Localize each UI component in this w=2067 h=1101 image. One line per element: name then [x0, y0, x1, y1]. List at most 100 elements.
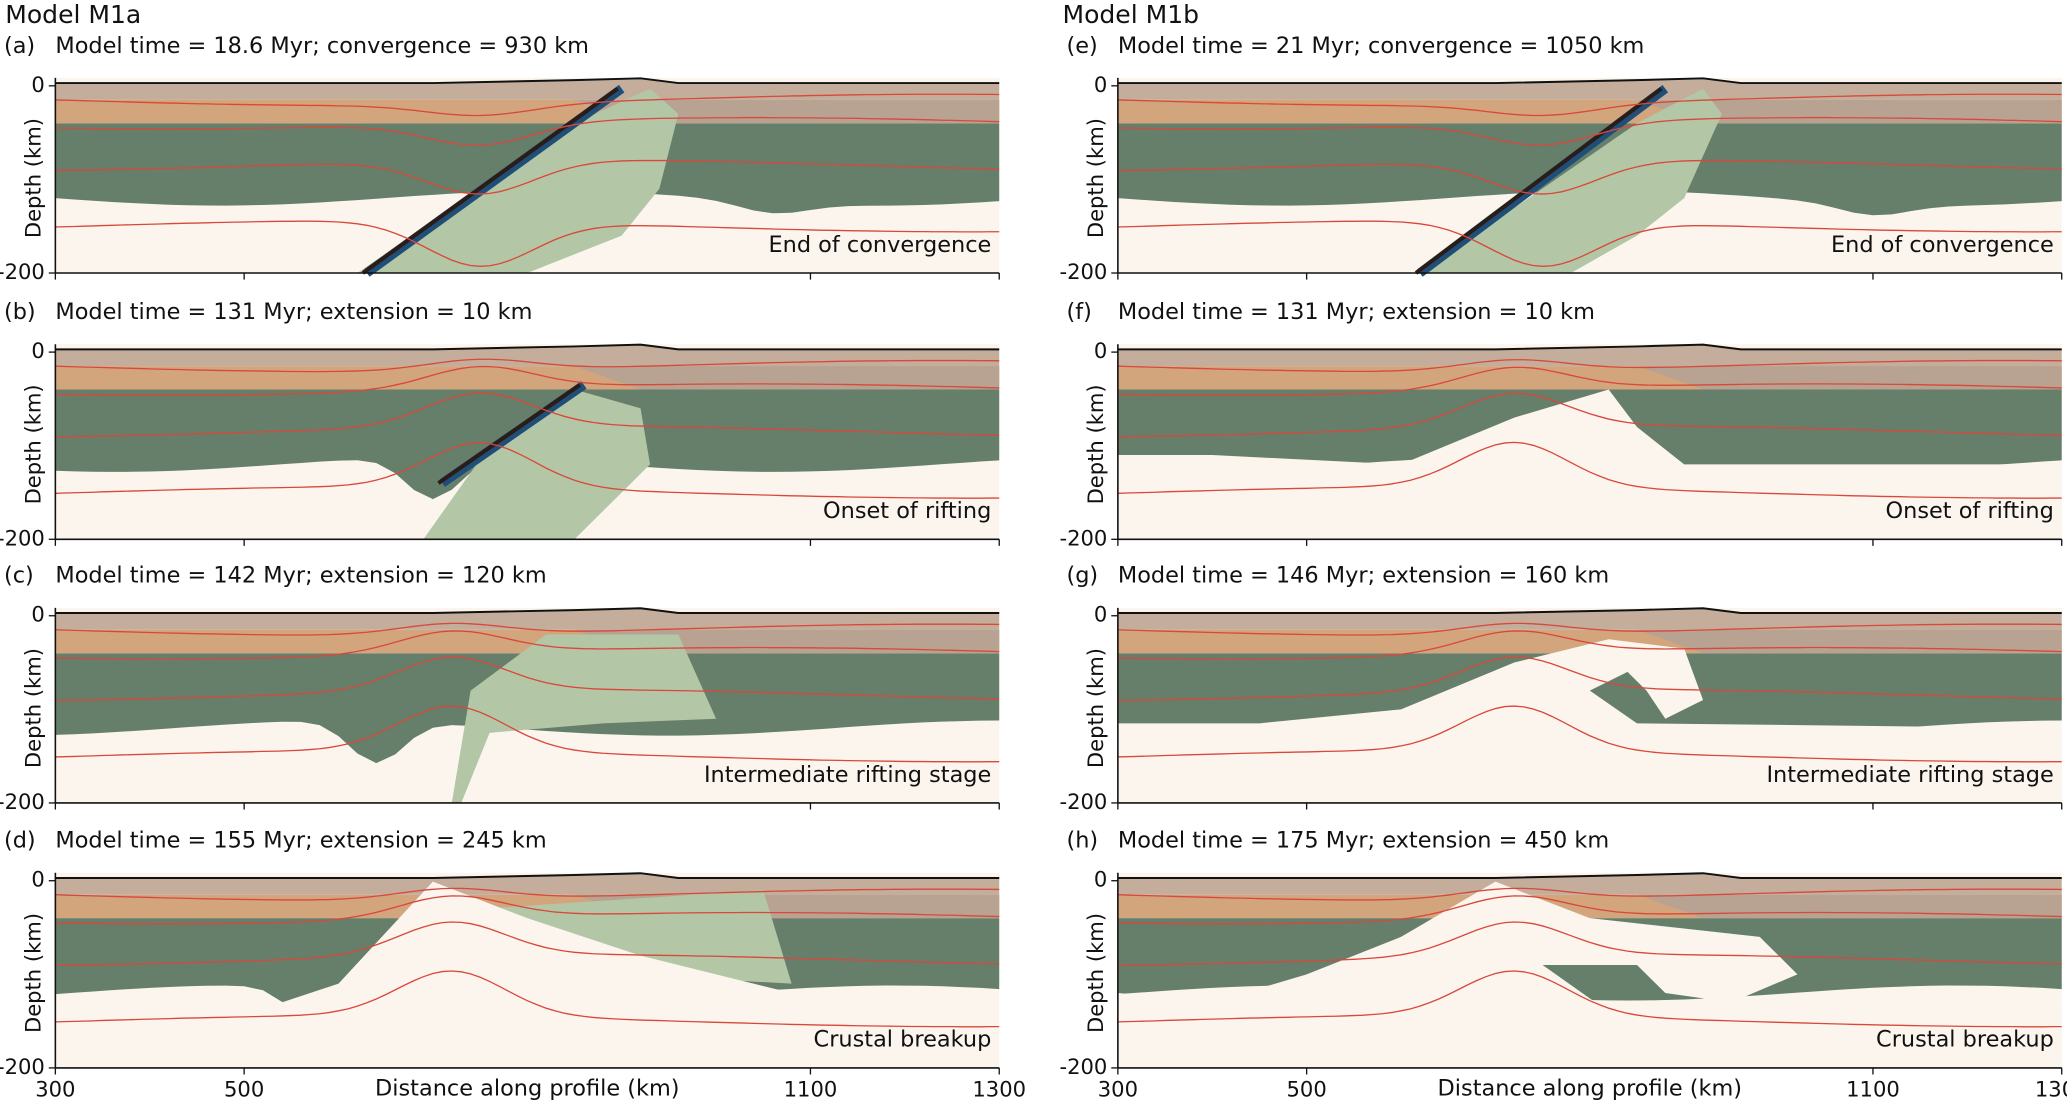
- column-title: Model M1b: [1063, 0, 1200, 29]
- x-tick-label: 500: [224, 1076, 264, 1101]
- topography: [55, 872, 1000, 879]
- stage-label: End of convergence: [1831, 232, 2054, 258]
- isotherm: [1117, 441, 2062, 499]
- isotherm: [1117, 159, 2062, 195]
- upwelling: [1117, 881, 2062, 1068]
- isotherm: [55, 116, 1000, 146]
- y-axis-label: Depth (km): [20, 118, 45, 238]
- x-tick-label: 1100: [1846, 1076, 1900, 1101]
- y-tick-label: -200: [1059, 525, 1107, 550]
- subduction-interface: [361, 87, 619, 275]
- slab: [480, 890, 792, 984]
- subduction-interface: [439, 381, 587, 487]
- subduction-interface: [1414, 87, 1663, 275]
- y-tick-label: -200: [1059, 1054, 1107, 1079]
- isotherm: [1117, 895, 2062, 925]
- y-tick-label: 0: [1094, 602, 1107, 627]
- y-tick-label: 0: [31, 338, 44, 363]
- isotherm: [55, 705, 1000, 763]
- isotherm: [55, 442, 1000, 499]
- isotherm: [55, 921, 1000, 967]
- topography: [1117, 343, 2062, 351]
- panel-label: (f): [1066, 299, 1091, 325]
- isotherm: [55, 656, 1000, 702]
- isotherm: [1117, 116, 2062, 146]
- y-axis-label: Depth (km): [20, 913, 45, 1033]
- x-tick-label: 1300: [972, 1076, 1026, 1101]
- isotherm: [55, 895, 1000, 925]
- panel-label: (d): [4, 828, 36, 854]
- panel-label: (g): [1066, 563, 1098, 589]
- isotherm: [55, 630, 1000, 660]
- panel-caption: Model time = 155 Myr; extension = 245 km: [55, 828, 546, 854]
- y-tick-label: -200: [0, 1054, 45, 1079]
- x-tick-label: 500: [1287, 1076, 1327, 1101]
- upwelling: [1117, 639, 2062, 803]
- x-tick-label: 300: [35, 1076, 75, 1101]
- stage-label: Onset of rifting: [1886, 498, 2054, 524]
- isotherm: [55, 159, 1000, 195]
- panel-label: (a): [4, 33, 35, 59]
- isotherm: [1117, 392, 2062, 438]
- y-tick-label: -200: [1059, 789, 1107, 814]
- crust-shade: [1636, 894, 2062, 919]
- topography: [1117, 872, 2062, 879]
- panel-caption: Model time = 18.6 Myr; convergence = 930…: [55, 33, 589, 59]
- subduction-interface: [364, 84, 625, 277]
- y-axis-label: Depth (km): [20, 648, 45, 768]
- crust-shade: [1636, 99, 2062, 124]
- y-tick-label: -200: [0, 525, 45, 550]
- panel-caption: Model time = 21 Myr; convergence = 1050 …: [1118, 33, 1645, 59]
- stage-label: Onset of rifting: [823, 498, 991, 524]
- upwelling: [1117, 389, 2062, 540]
- y-axis-label: Depth (km): [1083, 118, 1108, 238]
- stage-label: Intermediate rifting stage: [704, 762, 991, 788]
- isotherm: [1117, 359, 2062, 373]
- isotherm: [1117, 887, 2062, 901]
- slab: [451, 634, 717, 803]
- isotherm: [55, 220, 1000, 267]
- isotherm: [55, 887, 1000, 901]
- x-axis-label: Distance along profile (km): [375, 1076, 679, 1101]
- panel-caption: Model time = 131 Myr; extension = 10 km: [55, 299, 532, 325]
- isotherm: [1117, 220, 2062, 267]
- slab: [423, 389, 651, 540]
- panel-caption: Model time = 146 Myr; extension = 160 km: [1118, 563, 1609, 589]
- panel-label: (c): [4, 563, 34, 589]
- crust-shade: [574, 99, 1000, 124]
- slab: [1419, 88, 1722, 274]
- stage-label: Crustal breakup: [1876, 1027, 2054, 1053]
- panel-caption: Model time = 175 Myr; extension = 450 km: [1118, 828, 1609, 854]
- isotherm: [1117, 656, 2062, 702]
- crust-shade: [1636, 366, 2062, 390]
- isotherm: [1117, 921, 2062, 967]
- panel-label: (e): [1066, 33, 1097, 59]
- stage-label: End of convergence: [768, 232, 991, 258]
- isotherm: [1117, 622, 2062, 636]
- y-tick-label: 0: [1094, 338, 1107, 363]
- y-tick-label: 0: [31, 602, 44, 627]
- topography: [1117, 607, 2062, 614]
- panel-label: (b): [4, 299, 36, 325]
- x-axis-label: Distance along profile (km): [1438, 1076, 1743, 1101]
- subduction-interface: [1417, 84, 1669, 277]
- isotherm: [55, 392, 1000, 438]
- panel-caption: Model time = 131 Myr; extension = 10 km: [1118, 299, 1595, 325]
- isotherm: [55, 365, 1000, 396]
- topography: [1117, 77, 2062, 85]
- topography: [55, 607, 1000, 614]
- x-tick-label: 1300: [2035, 1076, 2067, 1101]
- isotherm: [55, 970, 1000, 1028]
- y-axis-label: Depth (km): [1083, 913, 1108, 1033]
- y-tick-label: 0: [31, 72, 44, 97]
- topography: [55, 343, 1000, 351]
- isotherm: [55, 622, 1000, 636]
- y-tick-label: -200: [0, 789, 45, 814]
- stage-label: Crustal breakup: [814, 1027, 992, 1053]
- y-tick-label: 0: [1094, 867, 1107, 892]
- isotherm: [1117, 366, 2062, 396]
- y-tick-label: 0: [1094, 72, 1107, 97]
- x-tick-label: 1100: [784, 1076, 838, 1101]
- isotherm: [55, 358, 1000, 373]
